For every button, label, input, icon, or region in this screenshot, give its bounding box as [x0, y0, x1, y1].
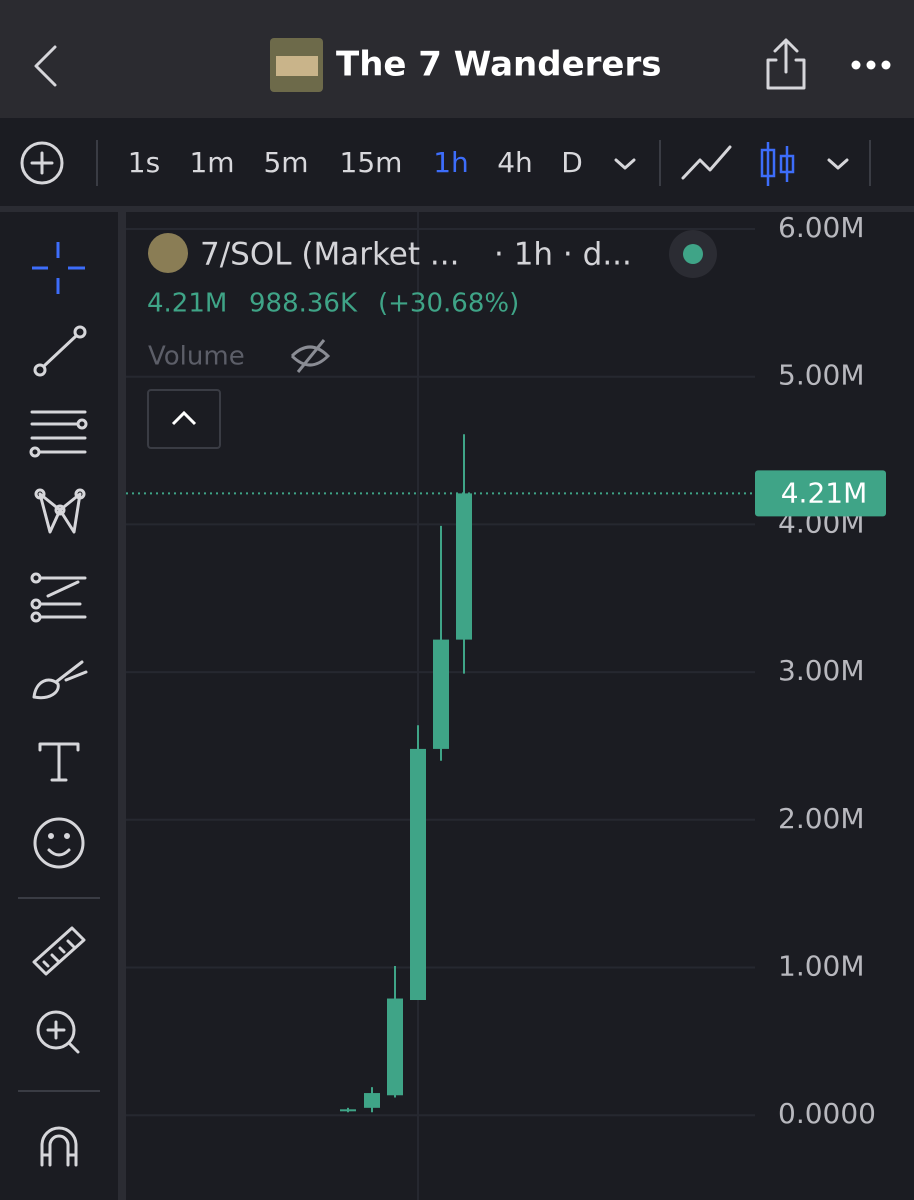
- pair-icon: [148, 233, 188, 273]
- volume-visibility[interactable]: [290, 339, 331, 373]
- drawing-tools: [18, 242, 100, 1167]
- pair-interval: · 1h · d...: [494, 237, 632, 273]
- y-tick-label: 2.00M: [778, 802, 865, 835]
- emoji-tool[interactable]: [33, 817, 85, 869]
- volume-label: Volume: [148, 342, 245, 372]
- share-button[interactable]: [766, 38, 806, 90]
- candle-body: [456, 493, 472, 640]
- ruler-tool[interactable]: [32, 926, 86, 976]
- pair-symbol: 7/SOL (Market ...: [200, 237, 459, 273]
- y-tick-label: 1.00M: [778, 950, 865, 983]
- token-thumbnail-detail: [276, 56, 318, 76]
- crosshair-tool[interactable]: [32, 242, 85, 294]
- chart-type-dropdown[interactable]: [827, 158, 849, 170]
- collapse-button[interactable]: [147, 389, 221, 449]
- y-tick-label: 6.00M: [778, 211, 865, 244]
- last-price-tag: [755, 470, 886, 517]
- candle-body: [433, 639, 449, 749]
- add-indicator[interactable]: [20, 141, 64, 185]
- zoom-tool[interactable]: [36, 1010, 80, 1054]
- candle-body: [387, 998, 403, 1096]
- separator: [0, 206, 914, 212]
- candle-chart-button[interactable]: [760, 142, 795, 186]
- candle-body: [340, 1109, 356, 1112]
- interval-dropdown[interactable]: [614, 158, 636, 170]
- collapse-icon: [171, 410, 197, 426]
- y-tick-label: 5.00M: [778, 359, 865, 392]
- candle-body: [410, 748, 426, 1001]
- line-chart-button[interactable]: [681, 145, 732, 180]
- interval-button[interactable]: 1h: [433, 146, 469, 179]
- interval-button[interactable]: 4h: [497, 146, 533, 179]
- interval-button[interactable]: 5m: [263, 146, 308, 179]
- text-tool[interactable]: [38, 742, 80, 782]
- magnet-tool[interactable]: [40, 1126, 78, 1167]
- more-button[interactable]: [851, 60, 891, 70]
- candle-body: [364, 1093, 380, 1108]
- y-tick-label: 0.0000: [778, 1097, 876, 1130]
- header-title: The 7 Wanderers: [336, 45, 661, 85]
- fib-tool[interactable]: [30, 572, 87, 623]
- status-dot: [683, 244, 703, 264]
- interval-button[interactable]: D: [561, 146, 583, 179]
- brush-tool[interactable]: [32, 660, 88, 700]
- horizontal-lines-tool[interactable]: [29, 410, 88, 458]
- interval-button[interactable]: 15m: [340, 146, 403, 179]
- sidebar-edge: [118, 212, 126, 1200]
- interval-button[interactable]: 1s: [128, 146, 160, 179]
- y-tick-label: 3.00M: [778, 654, 865, 687]
- back-button[interactable]: [34, 45, 57, 87]
- last-price-label: 4.21M: [781, 476, 868, 509]
- interval-button[interactable]: 1m: [189, 146, 234, 179]
- last-price: 4.21M: [147, 289, 227, 319]
- header-bar: [0, 0, 914, 118]
- pattern-tool[interactable]: [34, 488, 86, 534]
- price-change: 988.36K: [249, 289, 358, 319]
- trendline-tool[interactable]: [33, 325, 87, 377]
- price-change-pct: (+30.68%): [378, 289, 519, 319]
